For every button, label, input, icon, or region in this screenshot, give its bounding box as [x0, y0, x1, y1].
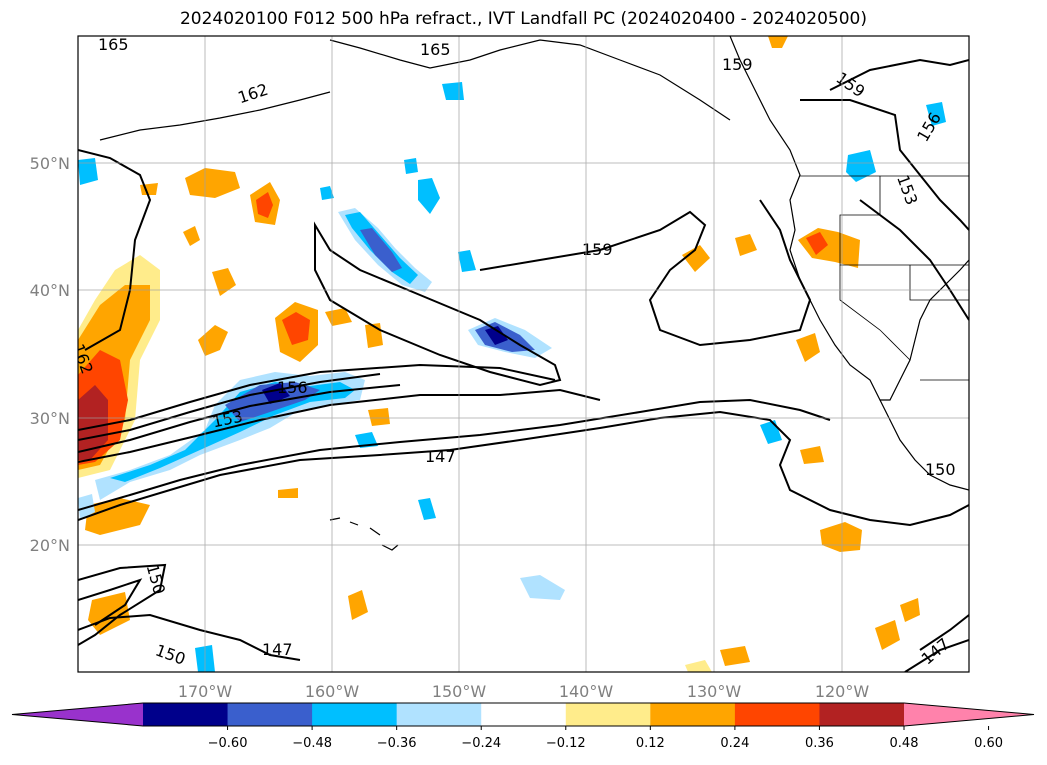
colorbar-tick-label: −0.24 — [461, 736, 501, 751]
colorbar-tick-label: −0.12 — [546, 736, 586, 751]
map-frame — [77, 35, 970, 673]
coastlines — [99, 36, 969, 551]
lon-label: 130°W — [687, 682, 742, 701]
contour-label: 150 — [925, 460, 956, 479]
contour-label: 165 — [420, 40, 451, 59]
colorbar-overflow-arrow — [904, 703, 1034, 726]
contour-label: 150 — [153, 640, 188, 668]
colorbar-tick-label: 0.60 — [974, 736, 1003, 751]
colorbar-tick-label: 0.24 — [720, 736, 749, 751]
colorbar-segment — [734, 703, 820, 726]
lon-label: 170°W — [178, 682, 233, 701]
colorbar-segment — [396, 703, 482, 726]
colorbar-tick-label: −0.60 — [208, 736, 248, 751]
political-borders — [800, 175, 969, 381]
contour-label: 153 — [893, 172, 921, 207]
lat-label: 40°N — [30, 281, 70, 300]
lon-label: 140°W — [559, 682, 614, 701]
gridlines — [78, 36, 969, 672]
colorbar-tick-label: 0.48 — [890, 736, 919, 751]
colorbar-tick-label: 0.36 — [805, 736, 834, 751]
contour-label: 156 — [277, 378, 308, 397]
colorbar-segment — [819, 703, 905, 726]
colorbar-tick-label: −0.48 — [292, 736, 332, 751]
lon-label: 150°W — [432, 682, 487, 701]
colorbar: −0.60 −0.48 −0.36 −0.24 −0.12 0.12 0.24 0.36 0.4… — [11, 702, 1035, 751]
colorbar-underflow-arrow — [12, 703, 143, 726]
contour-label: 147 — [918, 634, 954, 668]
colorbar-segment — [565, 703, 651, 726]
colorbar-segment — [143, 703, 229, 726]
map-plot-area: 165 165 162 159 159 159 156 153 156 153 … — [78, 35, 969, 672]
contour-label: 162 — [235, 80, 270, 108]
contour-label: 159 — [722, 55, 753, 74]
colorbar-segment — [481, 703, 567, 726]
contour-label: 147 — [262, 640, 293, 659]
lon-label: 120°W — [815, 682, 870, 701]
lat-label: 20°N — [30, 536, 70, 555]
contour-lines — [78, 58, 969, 672]
lat-label-group: 50°N 40°N 30°N 20°N — [30, 154, 70, 555]
colorbar-segment — [227, 703, 313, 726]
colorbar-segment — [312, 703, 398, 726]
shaded-positive-regions — [78, 36, 920, 672]
lon-label: 160°W — [305, 682, 360, 701]
contour-label: 147 — [425, 447, 456, 466]
shaded-negative-regions — [78, 82, 946, 672]
lat-label: 50°N — [30, 154, 70, 173]
contour-label: 165 — [98, 35, 129, 54]
colorbar-tick-label: −0.36 — [377, 736, 417, 751]
map-title: 2024020100 F012 500 hPa refract., IVT La… — [179, 9, 867, 29]
lat-label: 30°N — [30, 409, 70, 428]
colorbar-segment — [650, 703, 736, 726]
colorbar-tick-label: 0.12 — [636, 736, 665, 751]
lon-label-group: 170°W 160°W 150°W 140°W 130°W 120°W — [178, 682, 870, 701]
contour-label: 159 — [582, 240, 613, 259]
colorbar-outline — [11, 702, 1035, 727]
